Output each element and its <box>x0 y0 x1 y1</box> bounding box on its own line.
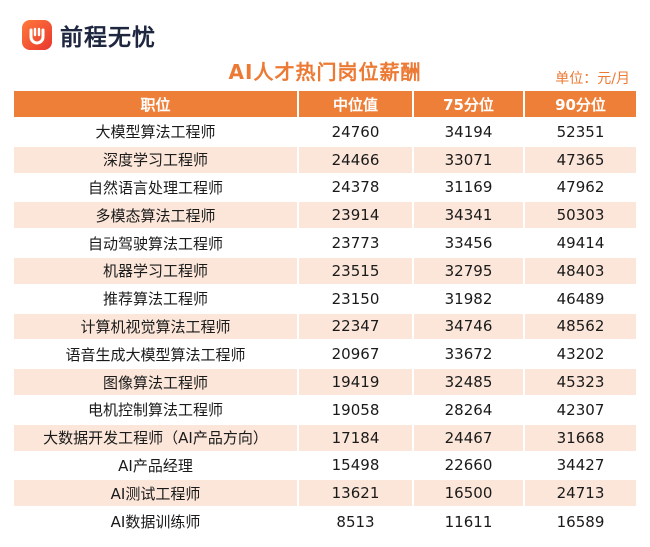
cell-position: 机器学习工程师 <box>14 255 299 285</box>
cell-median: 24760 <box>298 117 414 146</box>
cell-p90: 45323 <box>524 367 636 396</box>
cell-p90: 52351 <box>524 117 636 146</box>
cell-median: 22347 <box>298 311 414 341</box>
cell-p90: 48562 <box>524 311 636 341</box>
cell-median: 19419 <box>298 367 414 396</box>
table-row: 大模型算法工程师 24760 34194 52351 <box>14 117 636 146</box>
cell-median: 23515 <box>298 255 414 285</box>
cell-p90: 47962 <box>524 172 636 202</box>
cell-median: 17184 <box>298 422 414 452</box>
column-header-p90: 90分位 <box>524 91 636 118</box>
cell-median: 8513 <box>298 506 414 535</box>
cell-p75: 31982 <box>413 283 525 313</box>
table-row: 深度学习工程师 24466 33071 47365 <box>14 144 636 174</box>
cell-p75: 34746 <box>413 311 525 341</box>
cell-p90: 46489 <box>524 283 636 313</box>
header-row: 职位 中位值 75分位 90分位 <box>14 91 636 118</box>
table-row: 自然语言处理工程师 24378 31169 47962 <box>14 172 636 202</box>
cell-p75: 28264 <box>413 394 525 424</box>
cell-p75: 33456 <box>413 228 525 257</box>
table-row: 图像算法工程师 19419 32485 45323 <box>14 367 636 396</box>
cell-p90: 50303 <box>524 200 636 230</box>
column-header-median: 中位值 <box>298 91 414 118</box>
cell-median: 24378 <box>298 172 414 202</box>
cell-p75: 31169 <box>413 172 525 202</box>
cell-median: 13621 <box>298 478 414 508</box>
cell-median: 23914 <box>298 200 414 230</box>
cell-p90: 24713 <box>524 478 636 508</box>
qcwy-logo-icon <box>22 20 52 50</box>
unit-label: 单位：元/月 <box>555 71 630 87</box>
cell-position: AI测试工程师 <box>14 478 299 508</box>
table-row: AI数据训练师 8513 11611 16589 <box>14 506 636 535</box>
brand-name: 前程无忧 <box>60 25 156 51</box>
cell-position: 计算机视觉算法工程师 <box>14 311 299 341</box>
table-row: 语音生成大模型算法工程师 20967 33672 43202 <box>14 339 636 369</box>
cell-position: 推荐算法工程师 <box>14 283 299 313</box>
salary-table: 职位 中位值 75分位 90分位 大模型算法工程师 24760 34194 52351… <box>14 91 636 535</box>
cell-position: AI产品经理 <box>14 450 299 480</box>
column-header-position: 职位 <box>14 91 299 118</box>
cell-position: 大模型算法工程师 <box>14 117 299 146</box>
table-row: 电机控制算法工程师 19058 28264 42307 <box>14 394 636 424</box>
cell-p75: 34194 <box>413 117 525 146</box>
cell-p90: 31668 <box>524 422 636 452</box>
cell-position: 大数据开发工程师（AI产品方向） <box>14 422 299 452</box>
cell-median: 19058 <box>298 394 414 424</box>
table-row: AI产品经理 15498 22660 34427 <box>14 450 636 480</box>
cell-p75: 32485 <box>413 367 525 396</box>
cell-position: 多模态算法工程师 <box>14 200 299 230</box>
cell-p75: 16500 <box>413 478 525 508</box>
table-row: 多模态算法工程师 23914 34341 50303 <box>14 200 636 230</box>
table-row: 大数据开发工程师（AI产品方向） 17184 24467 31668 <box>14 422 636 452</box>
cell-p75: 34341 <box>413 200 525 230</box>
cell-p75: 33071 <box>413 144 525 174</box>
cell-p75: 32795 <box>413 255 525 285</box>
table-row: 自动驾驶算法工程师 23773 33456 49414 <box>14 228 636 257</box>
cell-position: 自动驾驶算法工程师 <box>14 228 299 257</box>
cell-p75: 33672 <box>413 339 525 369</box>
cell-p90: 16589 <box>524 506 636 535</box>
cell-median: 23150 <box>298 283 414 313</box>
cell-p90: 49414 <box>524 228 636 257</box>
cell-p90: 48403 <box>524 255 636 285</box>
cell-position: 电机控制算法工程师 <box>14 394 299 424</box>
table-row: 机器学习工程师 23515 32795 48403 <box>14 255 636 285</box>
cell-median: 24466 <box>298 144 414 174</box>
table-row: 推荐算法工程师 23150 31982 46489 <box>14 283 636 313</box>
cell-p90: 42307 <box>524 394 636 424</box>
table-title: AI人才热门岗位薪酬 <box>228 60 422 84</box>
cell-p75: 11611 <box>413 506 525 535</box>
cell-position: 深度学习工程师 <box>14 144 299 174</box>
cell-p75: 24467 <box>413 422 525 452</box>
table-body: 大模型算法工程师 24760 34194 52351 深度学习工程师 24466 33071… <box>14 117 636 535</box>
cell-median: 23773 <box>298 228 414 257</box>
column-header-p75: 75分位 <box>413 91 525 118</box>
cell-position: 语音生成大模型算法工程师 <box>14 339 299 369</box>
table-row: AI测试工程师 13621 16500 24713 <box>14 478 636 508</box>
brand: 前程无忧 <box>22 18 156 52</box>
cell-median: 15498 <box>298 450 414 480</box>
cell-p90: 43202 <box>524 339 636 369</box>
cell-position: AI数据训练师 <box>14 506 299 535</box>
cell-position: 图像算法工程师 <box>14 367 299 396</box>
cell-p90: 47365 <box>524 144 636 174</box>
table-row: 计算机视觉算法工程师 22347 34746 48562 <box>14 311 636 341</box>
cell-position: 自然语言处理工程师 <box>14 172 299 202</box>
cell-p90: 34427 <box>524 450 636 480</box>
cell-median: 20967 <box>298 339 414 369</box>
cell-p75: 22660 <box>413 450 525 480</box>
